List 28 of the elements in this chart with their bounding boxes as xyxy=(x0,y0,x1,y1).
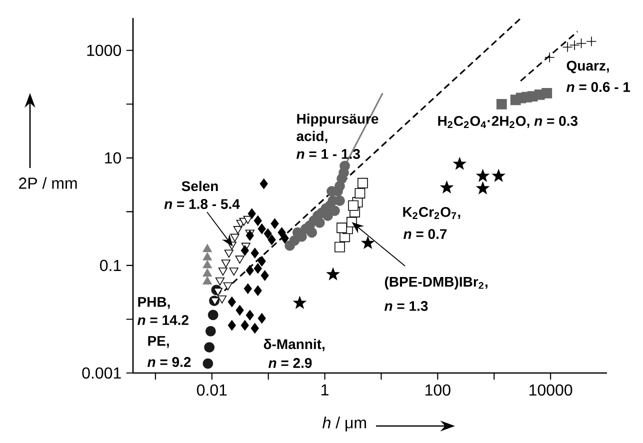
annotation: n = 1.8 - 5.4 xyxy=(164,199,240,209)
x-tick-label: 1 xyxy=(322,384,328,396)
annotation: (BPE-DMB)IBr$_{2}$, xyxy=(384,276,488,290)
x-tick-label: 0.01 xyxy=(196,384,227,396)
annotation: n = 2.9 xyxy=(268,358,312,368)
annotation: Hippursäure xyxy=(297,113,378,127)
y-tick-label: 0.1 xyxy=(100,260,121,272)
y-tick-label: 0.001 xyxy=(82,367,121,379)
annotation: n = 9.2 xyxy=(148,357,191,367)
annotation: n = 1.3 xyxy=(384,301,428,311)
y-tick-label: 1000 xyxy=(87,44,122,56)
y-axis-title: 2P / mm xyxy=(19,177,77,189)
annotation: Quarz, xyxy=(566,60,609,74)
annotation: δ-Mannit, xyxy=(264,338,324,352)
annotation: n = 0.6 - 1 xyxy=(566,82,630,92)
x-tick-label: 100 xyxy=(426,384,450,396)
annotation: PE, xyxy=(148,336,169,348)
annotation: PHB, xyxy=(138,297,170,309)
y-tick-label: 10 xyxy=(105,152,122,164)
annotation: Selen xyxy=(182,180,218,192)
annotation: n = 14.2 xyxy=(138,315,188,325)
annotation: n = 1 - 1.3 xyxy=(296,149,360,159)
annotation: n = 0.7 xyxy=(404,229,447,239)
annotation: K$_{2}$Cr$_{2}$O$_{7}$, xyxy=(403,207,460,219)
x-tick-label: 10000 xyxy=(530,384,572,396)
x-axis-title: h / μm xyxy=(322,416,366,432)
annotation: acid, xyxy=(296,130,328,144)
text: H$_{2}$C$_{2}$O$_{4}$·2H$_{2}$O, n = 0.3 xyxy=(438,116,578,128)
